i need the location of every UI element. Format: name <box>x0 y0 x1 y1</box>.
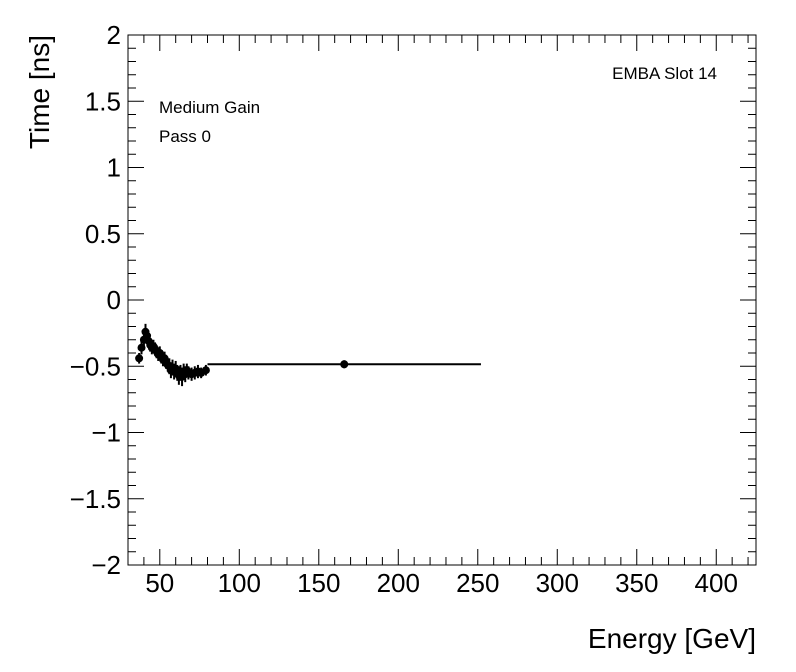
tick-labels: 50 100 150 200 250 300 350 400 −2 −1.5 −1 −0.5 0 0.5 1… <box>70 20 738 598</box>
data-points <box>135 323 481 387</box>
pass-annotation: Pass 0 <box>159 127 211 146</box>
data-marker <box>135 354 144 363</box>
x-tick-label: 50 <box>145 568 174 598</box>
y-tick-label: −0.5 <box>70 351 121 381</box>
x-tick-label: 150 <box>297 568 340 598</box>
x-tick-label: 400 <box>695 568 738 598</box>
y-tick-label: −2 <box>91 550 121 580</box>
plot-frame <box>127 34 757 566</box>
y-axis-title: Time [ns] <box>24 35 55 149</box>
y-tick-label: 1.5 <box>85 86 121 116</box>
x-tick-label: 100 <box>218 568 261 598</box>
y-tick-label: −1.5 <box>70 484 121 514</box>
x-tick-label: 350 <box>615 568 658 598</box>
y-tick-label: 1 <box>107 153 121 183</box>
data-marker <box>340 360 349 369</box>
y-tick-label: 0 <box>107 285 121 315</box>
y-tick-label: −1 <box>91 418 121 448</box>
y-tick-label: 0.5 <box>85 219 121 249</box>
x-tick-label: 200 <box>377 568 420 598</box>
x-tick-label: 250 <box>456 568 499 598</box>
slot-annotation: EMBA Slot 14 <box>612 64 717 83</box>
gain-annotation: Medium Gain <box>159 98 260 117</box>
data-point <box>135 353 144 364</box>
data-marker <box>201 366 210 375</box>
data-point <box>201 364 210 376</box>
data-point <box>207 360 481 369</box>
x-axis-title: Energy [GeV] <box>588 623 756 654</box>
y-tick-label: 2 <box>107 20 121 50</box>
x-tick-label: 300 <box>536 568 579 598</box>
